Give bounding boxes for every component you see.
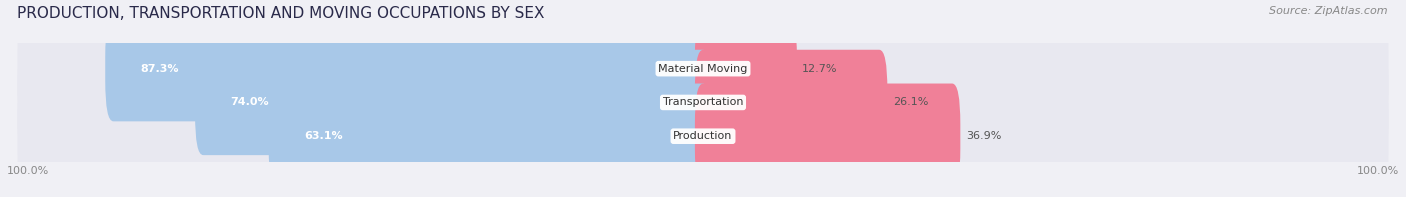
- FancyBboxPatch shape: [195, 50, 711, 155]
- Text: Material Moving: Material Moving: [658, 64, 748, 74]
- FancyBboxPatch shape: [269, 84, 711, 189]
- FancyBboxPatch shape: [17, 4, 1389, 134]
- Text: Production: Production: [673, 131, 733, 141]
- FancyBboxPatch shape: [105, 16, 711, 121]
- FancyBboxPatch shape: [17, 71, 1389, 197]
- Text: 63.1%: 63.1%: [304, 131, 343, 141]
- FancyBboxPatch shape: [17, 37, 1389, 167]
- FancyBboxPatch shape: [695, 84, 960, 189]
- Text: PRODUCTION, TRANSPORTATION AND MOVING OCCUPATIONS BY SEX: PRODUCTION, TRANSPORTATION AND MOVING OC…: [17, 6, 544, 21]
- Text: 36.9%: 36.9%: [966, 131, 1001, 141]
- Text: 87.3%: 87.3%: [141, 64, 179, 74]
- FancyBboxPatch shape: [695, 50, 887, 155]
- Text: 26.1%: 26.1%: [893, 98, 928, 107]
- Text: 12.7%: 12.7%: [803, 64, 838, 74]
- FancyBboxPatch shape: [695, 16, 797, 121]
- Text: Source: ZipAtlas.com: Source: ZipAtlas.com: [1270, 6, 1388, 16]
- Text: Transportation: Transportation: [662, 98, 744, 107]
- Text: 74.0%: 74.0%: [231, 98, 269, 107]
